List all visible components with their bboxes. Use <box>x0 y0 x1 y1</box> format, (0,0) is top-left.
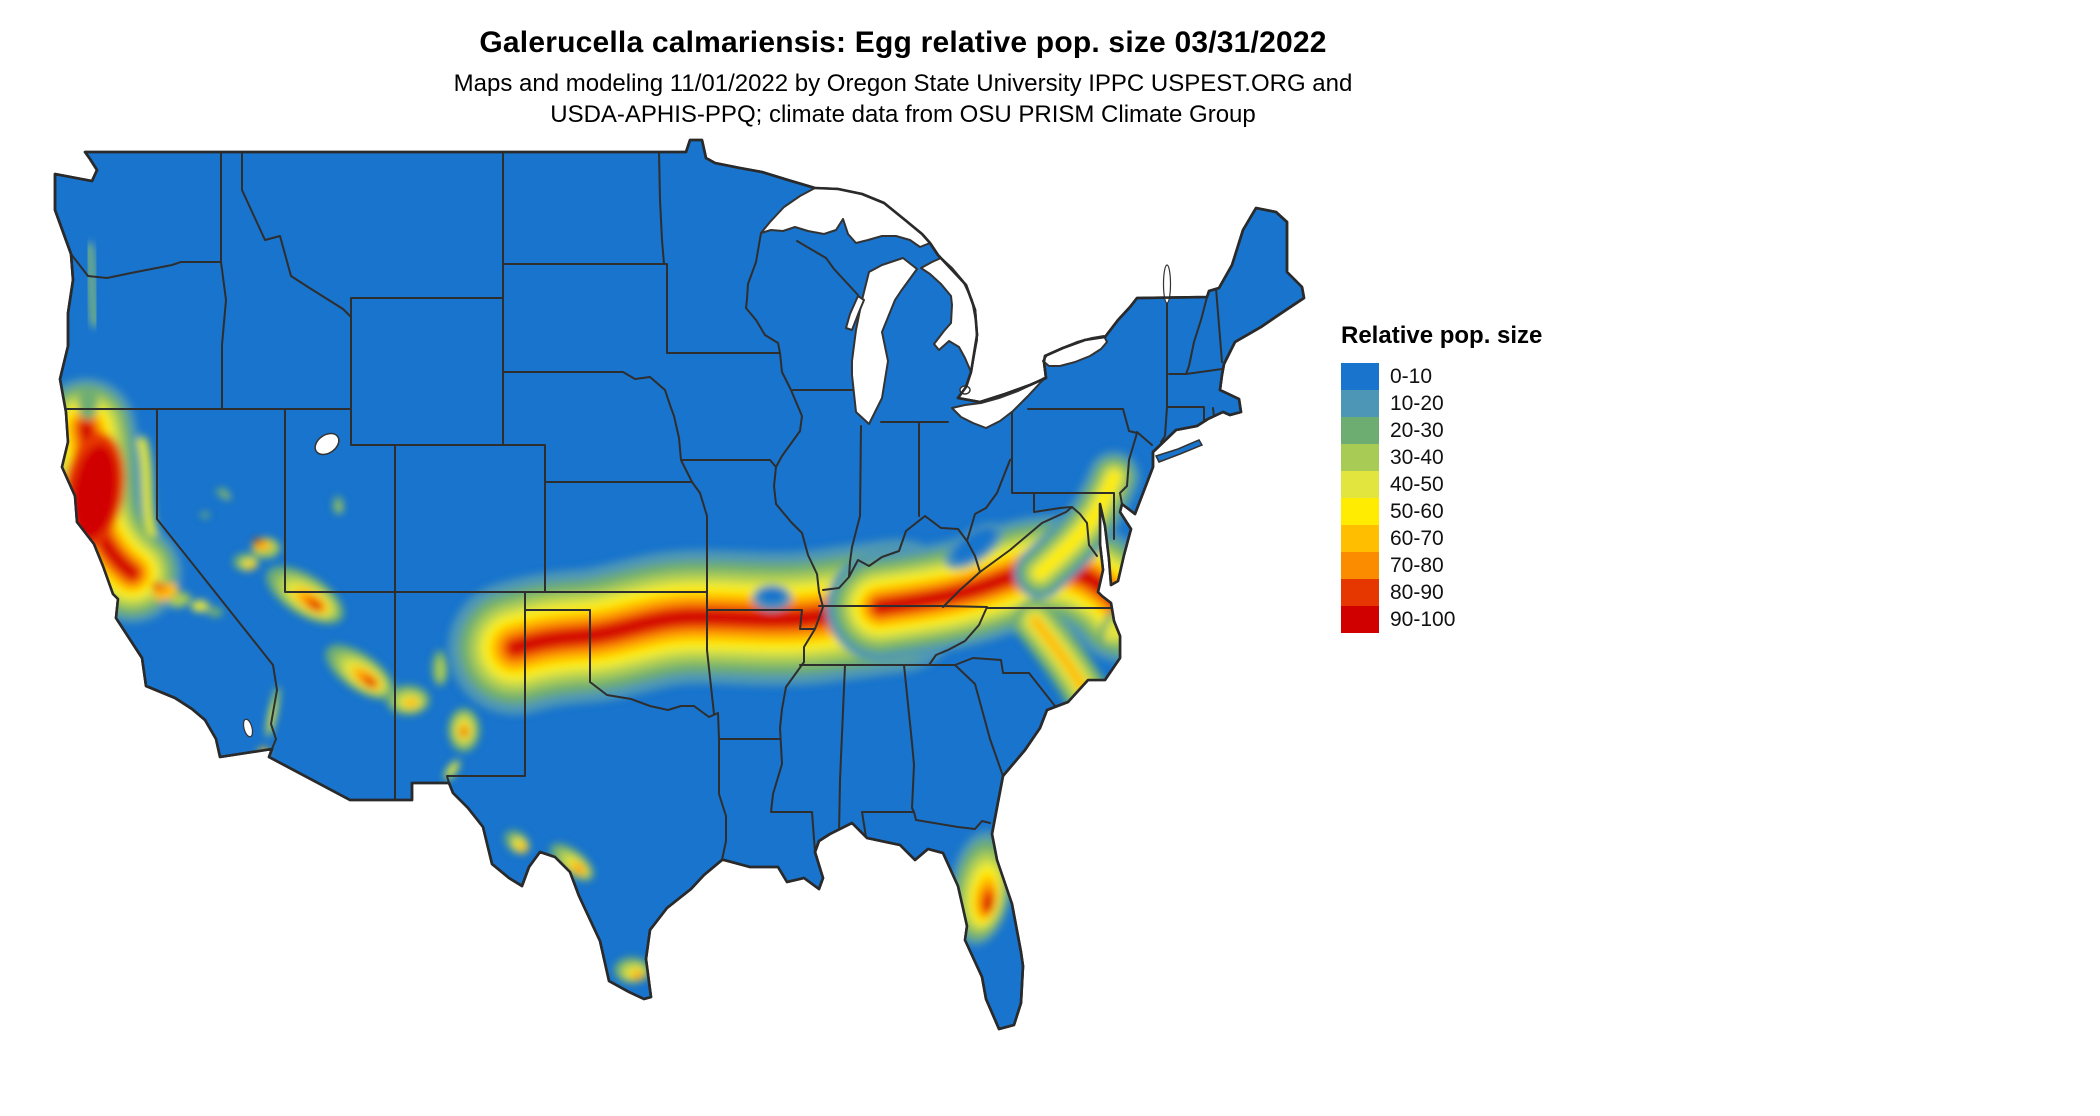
lake-erie <box>951 376 1047 429</box>
heat-blob <box>78 388 98 420</box>
legend-item: 20-30 <box>1341 417 1542 444</box>
legend-item: 60-70 <box>1341 525 1542 552</box>
lake-michigan <box>851 257 918 425</box>
legend-label: 10-20 <box>1390 392 1444 415</box>
great-salt-lake <box>314 432 340 456</box>
legend-item: 90-100 <box>1341 606 1542 633</box>
legend-label: 30-40 <box>1390 446 1444 469</box>
legend-item: 30-40 <box>1341 444 1542 471</box>
heat-blob <box>311 602 321 610</box>
heat-layer <box>875 563 1129 614</box>
heat-blob <box>223 494 231 500</box>
green-bay <box>845 295 865 331</box>
legend-label: 0-10 <box>1390 365 1433 388</box>
cool-pocket-appalachians-core <box>951 527 997 563</box>
legend-item: 0-10 <box>1341 363 1542 390</box>
heat-blob <box>246 563 256 569</box>
heat-blob <box>152 582 160 588</box>
heat-blob <box>254 538 260 544</box>
heat-blob <box>461 728 467 736</box>
heat-layer <box>86 245 98 325</box>
legend-swatch <box>1341 390 1379 417</box>
heat-blob <box>207 607 223 617</box>
heat-blob <box>634 973 642 979</box>
heat-blob <box>447 763 457 777</box>
heat-blob <box>436 658 446 682</box>
heat-blob <box>367 680 375 686</box>
legend: Relative pop. size 0-10 10-20 20-30 30-4… <box>1341 322 1542 633</box>
legend-swatch <box>1341 498 1379 525</box>
legend-label: 90-100 <box>1390 608 1456 631</box>
heat-layer <box>1035 472 1119 578</box>
heat-blob <box>404 698 418 708</box>
map-title: Galerucella calmariensis: Egg relative p… <box>479 26 1327 59</box>
legend-swatch <box>1341 444 1379 471</box>
heat-layer <box>1030 616 1090 696</box>
heat-layer <box>139 439 155 535</box>
cool-pocket-ozarks-core <box>759 588 785 604</box>
subtitle-line-2: USDA-APHIS-PPQ; climate data from OSU PR… <box>550 101 1256 128</box>
subtitle-line-1: Maps and modeling 11/01/2022 by Oregon S… <box>453 70 1353 97</box>
heat-blob <box>337 502 343 514</box>
legend-swatch <box>1341 552 1379 579</box>
legend-title: Relative pop. size <box>1341 322 1543 349</box>
legend-label: 60-70 <box>1390 527 1444 550</box>
heat-blob <box>72 444 118 540</box>
legend-item: 80-90 <box>1341 579 1542 606</box>
legend-label: 40-50 <box>1390 473 1444 496</box>
map-subtitle: Maps and modeling 11/01/2022 by Oregon S… <box>0 68 1806 130</box>
legend-swatch <box>1341 417 1379 444</box>
legend-swatch <box>1341 525 1379 552</box>
heat-blob <box>191 600 209 612</box>
heat-blob <box>216 488 228 496</box>
us-outline-stroke <box>53 138 1306 1031</box>
heat-southern-band <box>448 451 1178 715</box>
legend-item: 70-80 <box>1341 552 1542 579</box>
heat-regions <box>55 241 1178 983</box>
heat-blob <box>517 842 527 852</box>
legend-item: 40-50 <box>1341 471 1542 498</box>
legend-item: 10-20 <box>1341 390 1542 417</box>
heat-pacific-northwest <box>82 241 102 329</box>
legend-swatch <box>1341 579 1379 606</box>
legend-label: 50-60 <box>1390 500 1444 523</box>
legend-swatch <box>1341 471 1379 498</box>
heat-california <box>55 378 280 757</box>
heat-blob <box>169 592 191 608</box>
lake-champlain <box>1162 264 1172 304</box>
heat-blob <box>575 866 585 874</box>
legend-swatch <box>1341 363 1379 390</box>
legend-item: 50-60 <box>1341 498 1542 525</box>
heat-blob <box>200 512 210 518</box>
salton-sea <box>242 718 254 738</box>
heat-blob <box>985 897 993 911</box>
legend-swatch <box>1341 606 1379 633</box>
long-island <box>1154 439 1204 463</box>
legend-label: 20-30 <box>1390 419 1444 442</box>
legend-label: 70-80 <box>1390 554 1444 577</box>
legend-label: 80-90 <box>1390 581 1444 604</box>
